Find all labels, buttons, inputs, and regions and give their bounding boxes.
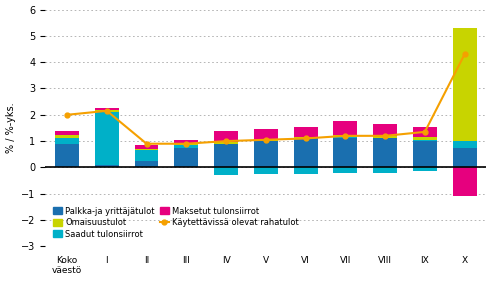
Käytettävissä olevat rahatulot [184, 142, 189, 145]
Bar [55, 144, 79, 167]
Käytettävissä olevat rahatulot [263, 138, 269, 141]
Bar [135, 149, 158, 150]
Bar [334, 139, 357, 167]
Bar [413, 167, 437, 171]
Bar [334, 121, 357, 135]
Bar [413, 140, 437, 141]
Bar [373, 167, 397, 173]
Bar [214, 142, 238, 144]
Bar [413, 137, 437, 140]
Bar [373, 136, 397, 139]
Bar [95, 110, 119, 112]
Bar [174, 144, 198, 145]
Bar [413, 127, 437, 137]
Bar [373, 139, 397, 167]
Bar [174, 145, 198, 148]
Bar [254, 140, 278, 141]
Bar [174, 140, 198, 144]
Bar [55, 135, 79, 139]
Bar [55, 131, 79, 135]
Käytettävissä olevat rahatulot [461, 53, 467, 56]
Bar [174, 148, 198, 167]
Line: Käytettävissä olevat rahatulot: Käytettävissä olevat rahatulot [64, 52, 467, 146]
Bar [254, 141, 278, 167]
Käytettävissä olevat rahatulot [303, 137, 308, 140]
Bar [135, 161, 158, 167]
Y-axis label: % / %-yks.: % / %-yks. [5, 103, 16, 153]
Bar [214, 167, 238, 175]
Käytettävissä olevat rahatulot [382, 134, 388, 137]
Bar [413, 141, 437, 167]
Bar [334, 137, 357, 139]
Legend: Palkka-ja yrittäjätulot, Omaisuustulot, Saadut tulonsiirrot, Maksetut tulonsiirr: Palkka-ja yrittäjätulot, Omaisuustulot, … [49, 203, 302, 242]
Käytettävissä olevat rahatulot [144, 142, 150, 145]
Bar [135, 150, 158, 161]
Bar [214, 144, 238, 167]
Bar [55, 139, 79, 144]
Bar [294, 139, 317, 167]
Bar [453, 148, 477, 167]
Käytettävissä olevat rahatulot [422, 130, 428, 133]
Käytettävissä olevat rahatulot [223, 139, 229, 143]
Bar [254, 167, 278, 174]
Bar [453, 28, 477, 141]
Käytettävissä olevat rahatulot [64, 113, 70, 116]
Bar [453, 141, 477, 148]
Bar [453, 167, 477, 196]
Käytettävissä olevat rahatulot [342, 134, 348, 137]
Bar [95, 112, 119, 165]
Bar [254, 129, 278, 140]
Bar [294, 137, 317, 139]
Bar [214, 131, 238, 142]
Bar [135, 145, 158, 149]
Käytettävissä olevat rahatulot [104, 109, 110, 112]
Bar [373, 124, 397, 136]
Bar [294, 127, 317, 137]
Bar [294, 167, 317, 174]
Bar [334, 135, 357, 137]
Bar [334, 167, 357, 173]
Bar [95, 165, 119, 167]
Bar [95, 108, 119, 110]
